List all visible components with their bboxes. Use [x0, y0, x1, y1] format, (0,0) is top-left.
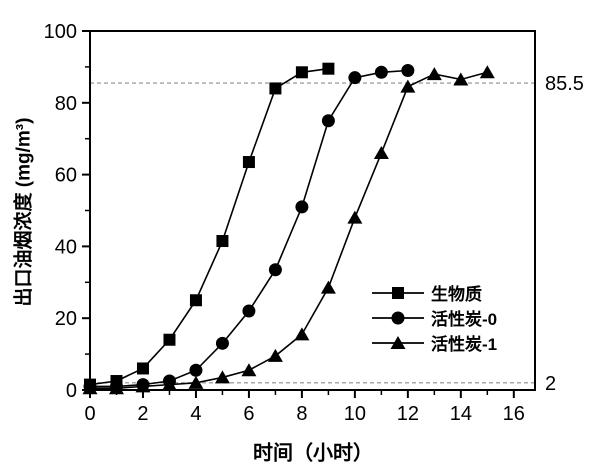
series-2 — [82, 65, 495, 395]
x-axis-title: 时间（小时） — [253, 442, 373, 465]
data-point — [189, 294, 202, 307]
reference-line-label: 2 — [545, 373, 556, 395]
data-point — [242, 304, 256, 318]
data-point — [268, 263, 282, 277]
series-line — [90, 69, 408, 388]
legend-item: 活性炭-1 — [372, 330, 497, 355]
x-tick-label: 12 — [397, 403, 419, 425]
legend-label: 生物质 — [431, 285, 482, 304]
y-tick-label: 80 — [55, 93, 77, 115]
data-point — [347, 210, 363, 224]
data-point — [401, 63, 415, 77]
data-point — [479, 65, 495, 79]
reference-line-label: 85.5 — [545, 73, 584, 95]
y-tick-label: 60 — [55, 165, 77, 187]
data-point — [348, 71, 362, 85]
series-0 — [84, 62, 335, 391]
data-point — [320, 280, 336, 294]
data-point — [294, 327, 310, 341]
y-tick-label: 100 — [44, 21, 77, 43]
data-point — [269, 82, 282, 95]
legend-marker — [390, 335, 406, 349]
y-axis-title: 出口油烟浓度 (mg/m³) — [13, 117, 35, 307]
data-point — [400, 79, 416, 93]
legend-marker — [391, 311, 405, 324]
data-point — [135, 379, 151, 393]
triangle-up-legend-icon — [372, 335, 424, 349]
x-tick-label: 0 — [84, 403, 95, 425]
data-point — [241, 363, 257, 377]
data-point — [426, 67, 442, 81]
legend-item: 活性炭-0 — [372, 305, 497, 330]
data-point — [322, 62, 335, 75]
data-point — [108, 381, 124, 395]
data-point — [188, 375, 204, 389]
data-point — [163, 333, 176, 346]
data-point — [161, 377, 177, 391]
x-tick-label: 14 — [450, 403, 472, 425]
data-point — [453, 72, 469, 86]
legend-item: 生物质 — [372, 280, 497, 305]
data-point — [82, 381, 98, 395]
data-point — [215, 336, 229, 350]
x-tick-label: 10 — [344, 403, 366, 425]
legend-marker — [392, 286, 404, 299]
legend-label: 活性炭-1 — [431, 335, 498, 354]
x-tick-label: 2 — [137, 403, 148, 425]
square-legend-icon — [372, 286, 424, 299]
y-tick-label: 20 — [55, 308, 77, 330]
y-tick-label: 40 — [55, 236, 77, 258]
data-point — [214, 370, 230, 384]
x-tick-label: 6 — [243, 403, 254, 425]
data-point — [373, 146, 389, 160]
x-tick-label: 8 — [296, 403, 307, 425]
series-line — [89, 67, 329, 386]
legend: 生物质活性炭-0 活性炭-1 — [372, 280, 497, 355]
data-point — [242, 156, 255, 169]
x-tick-label: 4 — [190, 403, 201, 425]
legend-label: 活性炭-0 — [431, 310, 498, 329]
data-point — [374, 65, 388, 79]
data-point — [267, 348, 283, 362]
data-point — [189, 363, 203, 377]
x-tick-label: 16 — [503, 403, 525, 425]
y-tick-label: 0 — [66, 380, 77, 402]
series-1 — [83, 63, 415, 393]
data-point — [295, 200, 309, 214]
circle-legend-icon — [372, 311, 424, 324]
data-point — [295, 66, 308, 79]
data-point — [321, 114, 335, 128]
data-point — [136, 362, 149, 375]
data-point — [216, 235, 229, 248]
series-line — [90, 71, 488, 390]
